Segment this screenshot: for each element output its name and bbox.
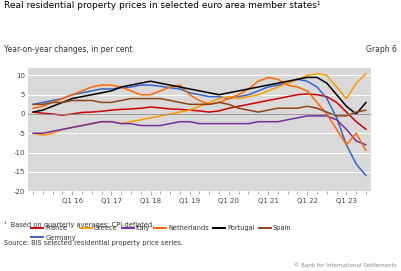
Text: ¹  Based on quarterly averages; CPI-deflated.: ¹ Based on quarterly averages; CPI-defla… bbox=[4, 221, 154, 228]
Text: Real residential property prices in selected euro area member states¹: Real residential property prices in sele… bbox=[4, 1, 320, 10]
Text: © Bank for International Settlements: © Bank for International Settlements bbox=[294, 263, 397, 268]
Text: Graph 6: Graph 6 bbox=[366, 45, 397, 54]
Legend: France, Germany, Greece, Italy, Netherlands, Portugal, Spain: France, Germany, Greece, Italy, Netherla… bbox=[31, 225, 291, 241]
Text: Source: BIS selected residential property price series.: Source: BIS selected residential propert… bbox=[4, 240, 183, 246]
Text: Year-on-year changes, in per cent: Year-on-year changes, in per cent bbox=[4, 45, 132, 54]
